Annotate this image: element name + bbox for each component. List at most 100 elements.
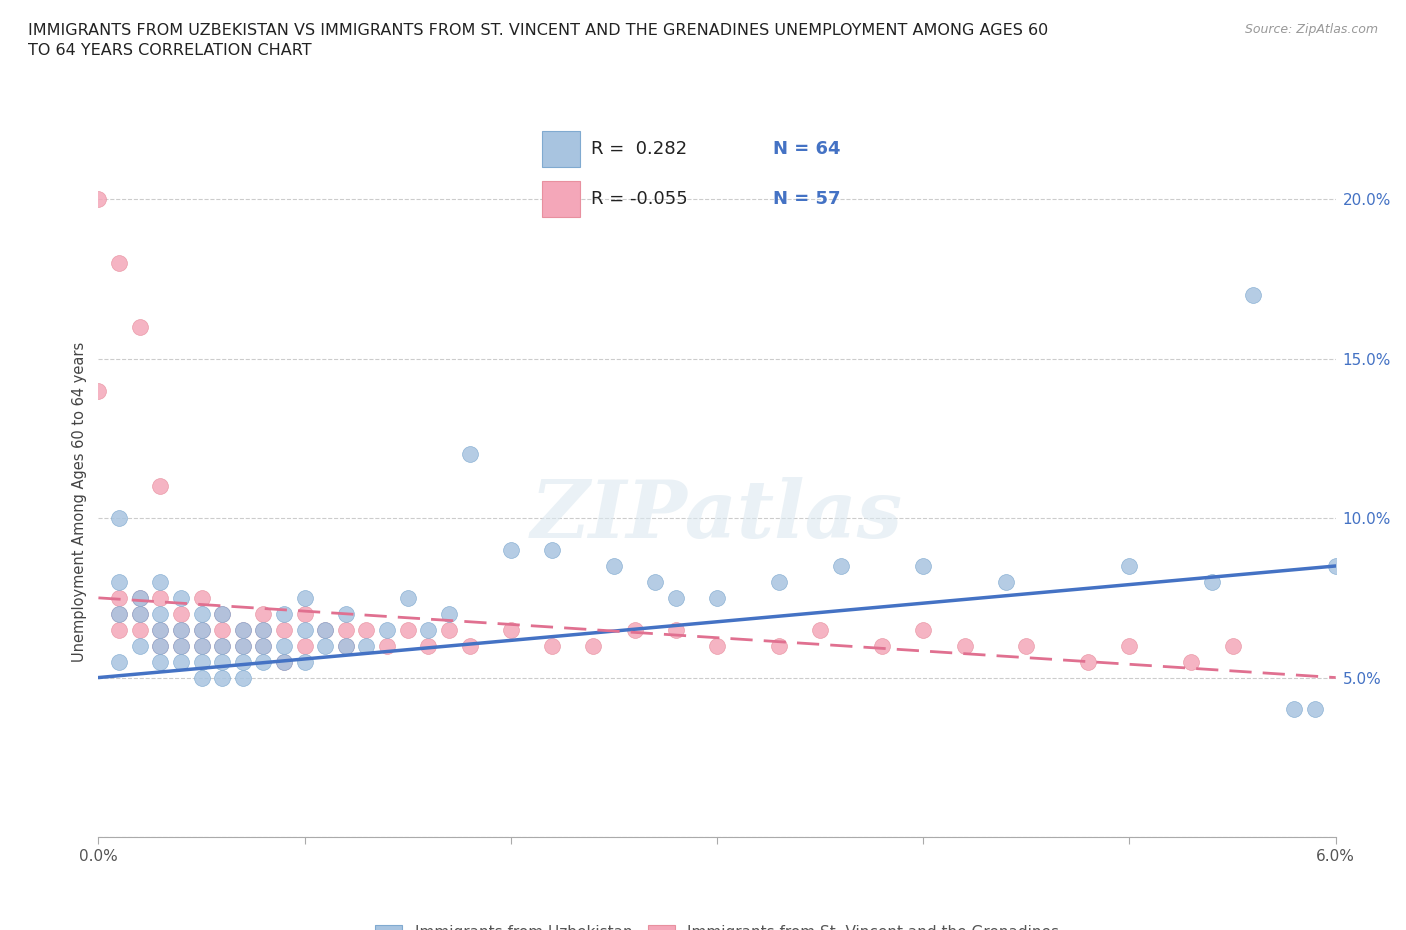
Point — [170, 606, 193, 621]
Point — [108, 606, 131, 621]
Point — [149, 606, 172, 621]
Point — [108, 654, 131, 669]
Point — [665, 591, 688, 605]
Point — [128, 591, 150, 605]
Text: R =  0.282: R = 0.282 — [591, 140, 688, 158]
Point — [335, 638, 357, 653]
Point — [437, 606, 460, 621]
Point — [458, 638, 481, 653]
Bar — [541, 130, 579, 166]
Point — [396, 622, 419, 637]
Point — [170, 622, 193, 637]
Point — [294, 606, 316, 621]
Point — [128, 638, 150, 653]
Point — [644, 575, 666, 590]
Point — [499, 622, 522, 637]
Point — [232, 654, 254, 669]
Y-axis label: Unemployment Among Ages 60 to 64 years: Unemployment Among Ages 60 to 64 years — [72, 342, 87, 662]
Point — [190, 654, 212, 669]
Point — [211, 606, 233, 621]
Point — [314, 622, 336, 637]
Point — [541, 542, 564, 557]
Point — [211, 638, 233, 653]
Point — [87, 383, 110, 398]
Point — [211, 622, 233, 637]
Point — [294, 654, 316, 669]
Point — [768, 575, 790, 590]
Point — [335, 606, 357, 621]
Point — [149, 654, 172, 669]
Point — [211, 606, 233, 621]
Point — [128, 606, 150, 621]
Point — [252, 638, 274, 653]
Bar — [541, 180, 579, 218]
Point — [190, 591, 212, 605]
Point — [170, 654, 193, 669]
Point — [190, 671, 212, 685]
Point — [1015, 638, 1038, 653]
Point — [211, 654, 233, 669]
Point — [830, 559, 852, 574]
Point — [1284, 702, 1306, 717]
Point — [356, 638, 378, 653]
Point — [418, 638, 440, 653]
Point — [108, 575, 131, 590]
Point — [541, 638, 564, 653]
Point — [582, 638, 605, 653]
Point — [190, 622, 212, 637]
Point — [190, 622, 212, 637]
Point — [273, 654, 295, 669]
Point — [128, 319, 150, 334]
Point — [211, 671, 233, 685]
Point — [252, 654, 274, 669]
Point — [912, 622, 935, 637]
Point — [294, 622, 316, 637]
Point — [1118, 638, 1140, 653]
Point — [356, 622, 378, 637]
Point — [170, 638, 193, 653]
Point — [211, 638, 233, 653]
Point — [149, 622, 172, 637]
Point — [232, 622, 254, 637]
Point — [149, 479, 172, 494]
Point — [108, 591, 131, 605]
Point — [273, 622, 295, 637]
Point — [108, 256, 131, 271]
Point — [108, 606, 131, 621]
Point — [375, 622, 398, 637]
Point — [190, 638, 212, 653]
Point — [252, 606, 274, 621]
Point — [314, 638, 336, 653]
Point — [273, 654, 295, 669]
Point — [87, 192, 110, 206]
Point — [458, 447, 481, 462]
Point — [294, 638, 316, 653]
Point — [232, 638, 254, 653]
Point — [232, 638, 254, 653]
Point — [1222, 638, 1244, 653]
Point — [706, 638, 728, 653]
Point — [252, 622, 274, 637]
Point — [190, 638, 212, 653]
Point — [603, 559, 626, 574]
Text: IMMIGRANTS FROM UZBEKISTAN VS IMMIGRANTS FROM ST. VINCENT AND THE GRENADINES UNE: IMMIGRANTS FROM UZBEKISTAN VS IMMIGRANTS… — [28, 23, 1049, 58]
Point — [314, 622, 336, 637]
Point — [149, 591, 172, 605]
Point — [232, 622, 254, 637]
Point — [623, 622, 645, 637]
Point — [149, 638, 172, 653]
Point — [149, 638, 172, 653]
Point — [149, 622, 172, 637]
Point — [335, 638, 357, 653]
Legend: Immigrants from Uzbekistan, Immigrants from St. Vincent and the Grenadines: Immigrants from Uzbekistan, Immigrants f… — [375, 925, 1059, 930]
Point — [294, 591, 316, 605]
Text: ZIPatlas: ZIPatlas — [531, 477, 903, 554]
Text: N = 64: N = 64 — [773, 140, 841, 158]
Point — [232, 671, 254, 685]
Point — [912, 559, 935, 574]
Point — [953, 638, 976, 653]
Point — [128, 622, 150, 637]
Point — [170, 638, 193, 653]
Point — [1118, 559, 1140, 574]
Point — [808, 622, 831, 637]
